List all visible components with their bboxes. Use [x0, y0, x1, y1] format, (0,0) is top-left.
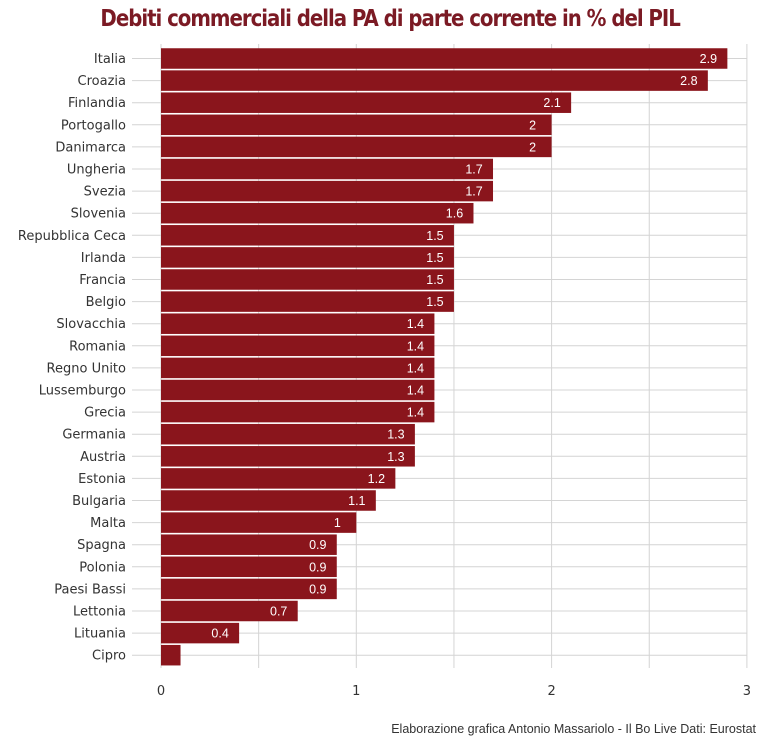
data-label: 1.4	[407, 384, 424, 398]
x-tick-label: 2	[547, 684, 555, 699]
data-label: 1.4	[407, 406, 424, 420]
bar-croazia	[161, 70, 708, 91]
category-label: Romania	[69, 339, 126, 354]
data-label: 1.3	[387, 450, 404, 464]
category-label: Slovenia	[71, 207, 126, 222]
bar-finlandia	[161, 92, 572, 113]
data-label: 1.6	[446, 207, 463, 221]
category-label: Grecia	[84, 406, 126, 421]
data-label: 0.7	[270, 605, 287, 619]
category-label: Danimarca	[55, 140, 126, 155]
data-label: 1.5	[426, 273, 443, 287]
category-label: Slovacchia	[56, 317, 126, 332]
data-label: 2.8	[680, 74, 697, 88]
bar-regno-unito	[161, 357, 435, 379]
category-label: Repubblica Ceca	[18, 229, 126, 244]
bar-italia	[161, 48, 728, 69]
x-tick-label: 1	[352, 684, 360, 699]
bar-austria	[161, 446, 415, 467]
category-label: Germania	[62, 428, 126, 443]
category-label: Austria	[80, 450, 126, 465]
data-label: 2	[529, 118, 536, 132]
category-label: Francia	[79, 273, 126, 288]
bar-germania	[161, 423, 415, 445]
data-label: 1.5	[426, 295, 443, 309]
bar-portogallo	[161, 114, 552, 136]
bar-lettonia	[161, 600, 298, 622]
category-label: Svezia	[84, 185, 126, 200]
data-label: 1.7	[465, 185, 482, 199]
data-label: 2	[529, 140, 536, 154]
chart-title: Debiti commerciali della PA di parte cor…	[100, 6, 680, 32]
category-label: Italia	[94, 52, 126, 67]
category-label: Croazia	[78, 74, 126, 89]
bar-slovacchia	[161, 313, 435, 334]
x-tick-label: 3	[743, 684, 751, 699]
bar-romania	[161, 335, 435, 357]
bar-irlanda	[161, 247, 454, 268]
data-label: 1.3	[387, 428, 404, 442]
category-label: Lettonia	[73, 605, 126, 620]
bar-spagna	[161, 534, 337, 555]
category-label: Paesi Bassi	[54, 582, 126, 597]
data-label: 0.9	[309, 582, 326, 596]
bar-estonia	[161, 468, 396, 489]
data-label: 0.9	[309, 560, 326, 574]
bar-slovenia	[161, 202, 474, 224]
category-label: Portogallo	[61, 118, 126, 133]
bar-belgio	[161, 291, 454, 312]
data-label: 1.5	[426, 251, 443, 265]
data-label: 2.9	[700, 52, 717, 66]
category-label: Lussemburgo	[39, 384, 126, 399]
bar-ungheria	[161, 158, 494, 180]
category-label: Belgio	[86, 295, 126, 310]
bar-svezia	[161, 180, 494, 202]
bar-cipro	[161, 644, 181, 666]
bar-bulgaria	[161, 490, 376, 511]
category-label: Spagna	[77, 538, 126, 553]
category-label: Cipro	[92, 649, 126, 664]
data-label: 1.1	[348, 494, 365, 508]
source-caption: Elaborazione grafica Antonio Massariolo …	[391, 722, 756, 736]
bar-lussemburgo	[161, 379, 435, 401]
category-label: Regno Unito	[47, 361, 126, 376]
category-label: Estonia	[78, 472, 126, 487]
category-label: Polonia	[79, 560, 126, 575]
category-label: Ungheria	[67, 163, 126, 178]
data-label: 1.2	[368, 472, 385, 486]
bar-francia	[161, 269, 454, 290]
data-label: 1.4	[407, 361, 424, 375]
bar-paesi-bassi	[161, 578, 337, 600]
data-label: 1.5	[426, 229, 443, 243]
category-label: Finlandia	[68, 96, 126, 111]
data-label: 1.4	[407, 339, 424, 353]
bar-grecia	[161, 401, 435, 423]
data-label: 0.9	[309, 538, 326, 552]
x-tick-label: 0	[157, 684, 165, 699]
data-label: 2.1	[543, 96, 560, 110]
data-label: 1.4	[407, 317, 424, 331]
category-label: Irlanda	[81, 251, 126, 266]
category-label: Lituania	[74, 627, 126, 642]
bar-polonia	[161, 556, 337, 578]
bar-repubblica-ceca	[161, 225, 454, 246]
bar-lituania	[161, 622, 240, 644]
bar-malta	[161, 512, 357, 533]
data-label: 0.4	[211, 627, 228, 641]
category-label: Malta	[90, 516, 126, 531]
bar-danimarca	[161, 136, 552, 158]
data-label: 1.7	[465, 163, 482, 177]
data-label: 1	[334, 516, 341, 530]
category-label: Bulgaria	[72, 494, 126, 509]
